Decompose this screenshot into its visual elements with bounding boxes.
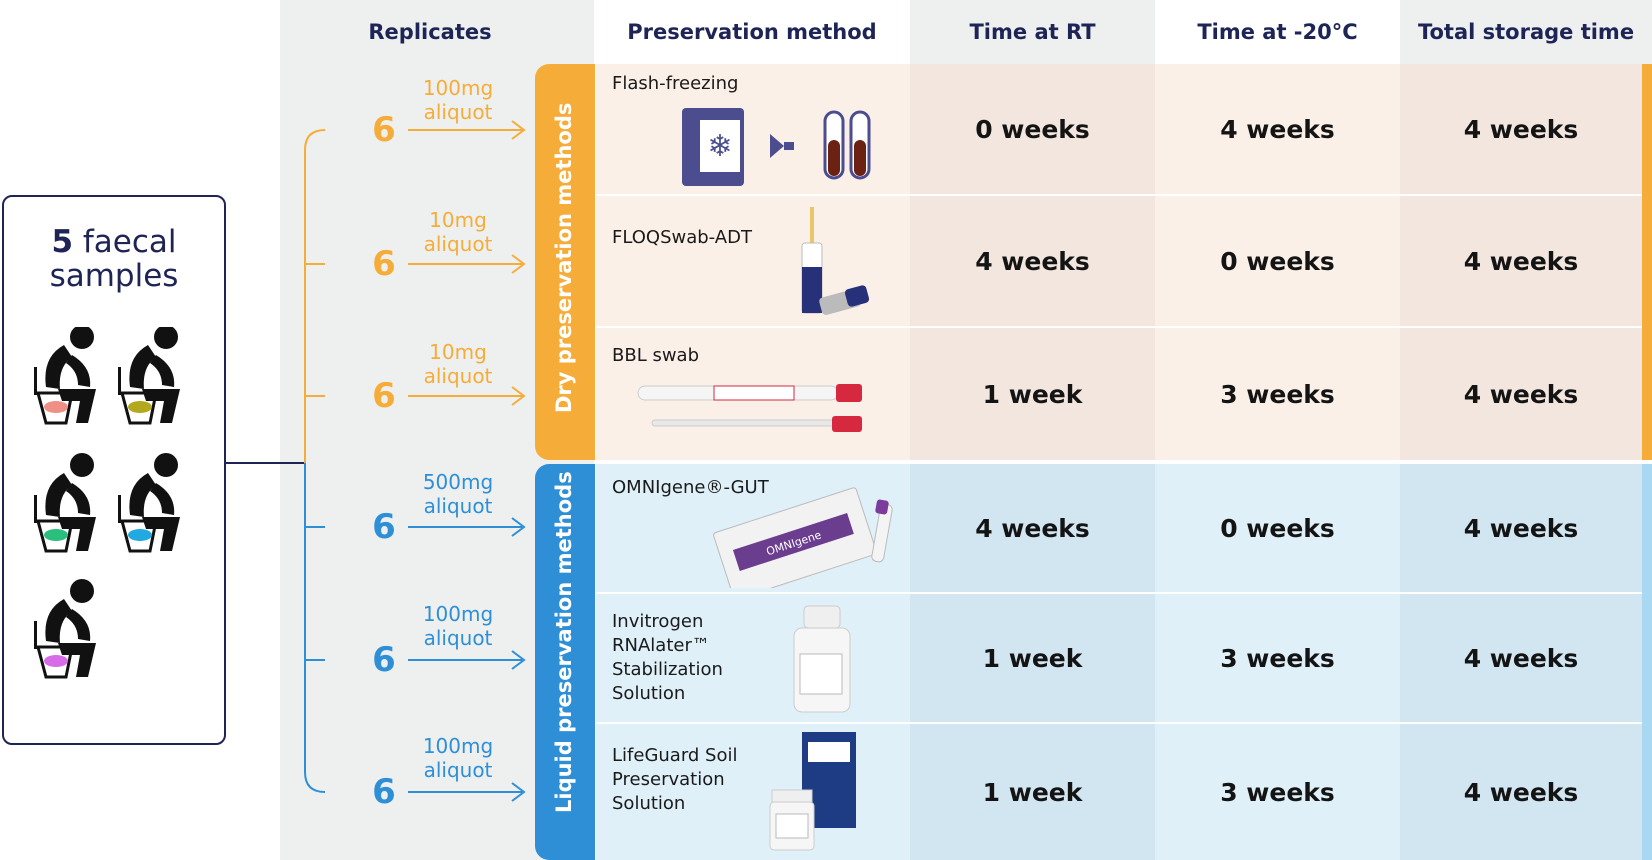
aliquot-label: 10mg aliquot <box>423 208 493 256</box>
svg-text:❄: ❄ <box>707 129 732 164</box>
replicate-count: 6 <box>372 110 396 150</box>
total-time-cell: 4 weeks <box>1463 513 1579 543</box>
time-rt-cell: 4 weeks <box>975 513 1090 543</box>
freezer-icon: ❄ <box>682 108 871 186</box>
liquid-group-bar <box>535 464 595 860</box>
sample-count-title: 5 faecal samples <box>4 225 224 293</box>
lifeguard-kit-icon <box>769 732 856 851</box>
total-time-cell: 4 weeks <box>1463 643 1579 673</box>
sample-label-line1: faecal <box>82 224 177 260</box>
replicate-count: 6 <box>372 507 396 547</box>
time-minus20-cell: 3 weeks <box>1220 777 1335 807</box>
total-column-bg-header <box>1400 0 1652 64</box>
replicate-count: 6 <box>372 376 396 416</box>
time-rt-cell: 1 week <box>982 379 1083 409</box>
sample-count: 5 <box>51 224 74 260</box>
aliquot-label: 100mg aliquot <box>422 76 494 124</box>
method-name: LifeGuard Soil Preservation Solution <box>612 745 738 814</box>
toilet-person-icons <box>32 327 182 679</box>
method-name: Flash-freezing <box>612 73 739 94</box>
method-name: Invitrogen RNAlater™ Stabilization Solut… <box>612 611 723 704</box>
aliquot-label: 500mg aliquot <box>422 470 494 518</box>
bbl-swab-icon <box>637 384 862 432</box>
liquid-data-dark-total <box>1400 464 1642 860</box>
time-rt-cell: 1 week <box>982 643 1083 673</box>
row-divider <box>596 194 1642 196</box>
liquid-accent-bar <box>1642 464 1652 860</box>
rnalater-bottle-icon <box>793 605 851 713</box>
time-minus20-cell: 0 weeks <box>1220 513 1335 543</box>
time-minus20-cell: 3 weeks <box>1220 379 1335 409</box>
row-divider <box>596 326 1642 328</box>
method-name: BBL swab <box>612 345 700 366</box>
aliquot-label: 10mg aliquot <box>423 340 493 388</box>
time-rt-cell: 1 week <box>982 777 1083 807</box>
aliquot-label: 100mg aliquot <box>422 602 494 650</box>
dry-group-bar <box>535 64 595 460</box>
dry-data-dark-total <box>1400 64 1642 460</box>
replicate-count: 6 <box>372 772 396 812</box>
row-divider <box>596 722 1642 724</box>
row-divider <box>596 460 1642 464</box>
header-time-rt: Time at RT <box>969 20 1096 44</box>
total-time-cell: 4 weeks <box>1463 114 1579 144</box>
header-replicates: Replicates <box>368 20 492 44</box>
header-preservation-method: Preservation method <box>627 20 877 44</box>
time-rt-column-bg-header <box>910 0 1155 64</box>
total-time-cell: 4 weeks <box>1463 246 1579 276</box>
method-name: FLOQSwab-ADT <box>612 227 752 248</box>
time-minus20-cell: 4 weeks <box>1220 114 1335 144</box>
replicate-count: 6 <box>372 640 396 680</box>
floqswab-icon <box>801 207 870 315</box>
dry-accent-bar <box>1642 64 1652 460</box>
sample-box: 5 faecal samples <box>2 195 226 745</box>
liquid-data-dark-rt <box>910 464 1155 860</box>
time-rt-cell: 4 weeks <box>975 246 1090 276</box>
header-total-storage-time: Total storage time <box>1417 20 1635 44</box>
aliquot-label: 100mg aliquot <box>422 734 494 782</box>
row-divider <box>596 592 1642 594</box>
omnigene-kit-icon: OMNIgene <box>713 487 893 588</box>
dry-data-dark-rt <box>910 64 1155 460</box>
total-time-cell: 4 weeks <box>1463 379 1579 409</box>
sample-label-line2: samples <box>49 258 179 294</box>
replicate-count: 6 <box>372 244 396 284</box>
method-name: OMNIgene®-GUT <box>612 477 769 498</box>
total-time-cell: 4 weeks <box>1463 777 1579 807</box>
time-rt-cell: 0 weeks <box>975 114 1090 144</box>
header-time-minus20: Time at -20°C <box>1197 20 1358 44</box>
time-minus20-cell: 0 weeks <box>1220 246 1335 276</box>
time-minus20-cell: 3 weeks <box>1220 643 1335 673</box>
